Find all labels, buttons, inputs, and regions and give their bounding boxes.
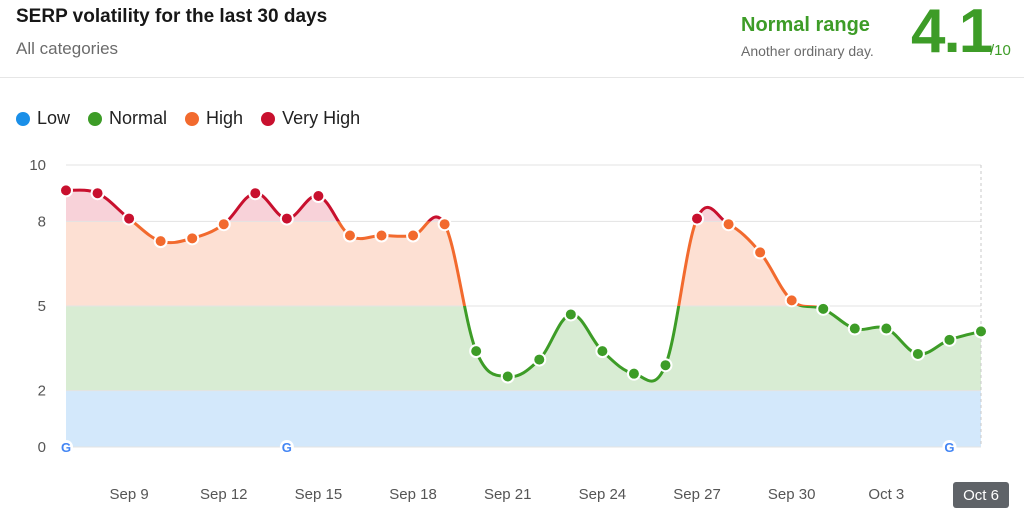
- data-point: [279, 211, 294, 226]
- data-point: [374, 228, 389, 243]
- y-tick-label: 0: [38, 439, 46, 456]
- x-tick-label: Oct 6: [963, 487, 999, 504]
- x-tick-label: Sep 27: [673, 486, 721, 503]
- legend-item-very-high[interactable]: Very High: [261, 108, 360, 129]
- data-point: [342, 228, 357, 243]
- legend-dot: [16, 111, 30, 126]
- legend-label: High: [206, 108, 244, 128]
- legend-label: Very High: [282, 108, 361, 128]
- legend-dot: [185, 111, 200, 126]
- data-point: [690, 211, 705, 226]
- chart-legend: Low Normal High Very High: [16, 108, 360, 129]
- data-point: [153, 234, 168, 249]
- data-point: [406, 228, 421, 243]
- volatility-chart: 0 2 5 8 10 G G G Sep 9 Sep 12 Sep 15 Sep 18 Sep 21 Se…: [29, 157, 1009, 508]
- google-update-icon: G: [942, 440, 957, 455]
- category-subtitle[interactable]: All categories: [16, 39, 119, 58]
- range-label: Normal range: [741, 14, 870, 36]
- google-update-icon: G: [59, 440, 73, 455]
- chart-header: SERP volatility for the last 30 days All…: [0, 0, 1024, 78]
- y-tick-label: 5: [38, 298, 46, 315]
- data-point: [942, 332, 957, 347]
- data-point: [879, 321, 894, 336]
- x-tick-label: Sep 12: [200, 486, 248, 503]
- legend-item-high[interactable]: High: [185, 108, 243, 129]
- legend-item-normal[interactable]: Normal: [88, 108, 167, 129]
- x-tick-label: Sep 18: [389, 486, 437, 503]
- data-point: [311, 189, 326, 204]
- x-tick-label: Sep 24: [579, 486, 627, 503]
- x-tick-label: Sep 30: [768, 486, 816, 503]
- legend-label: Low: [37, 108, 71, 128]
- y-tick-label: 10: [29, 157, 46, 174]
- data-point: [816, 301, 831, 316]
- y-tick-label: 8: [38, 213, 46, 230]
- x-tick-label: Sep 9: [110, 486, 149, 503]
- data-point: [626, 366, 641, 381]
- legend-label: Normal: [109, 108, 168, 128]
- data-point: [910, 346, 925, 361]
- x-tick-label: Sep 21: [484, 486, 532, 503]
- band-fill-low: [66, 390, 981, 447]
- legend-dot: [88, 111, 103, 126]
- data-point: [59, 183, 73, 198]
- x-tick-label: Oct 3: [868, 486, 904, 503]
- x-tick-label: Sep 15: [295, 486, 343, 503]
- data-point: [974, 324, 988, 339]
- y-tick-label: 2: [38, 383, 46, 400]
- svg-text:G: G: [944, 440, 954, 455]
- band-fill-normal: [66, 306, 981, 391]
- google-update-icon: G: [279, 440, 294, 455]
- data-point: [469, 344, 484, 359]
- data-point: [500, 369, 515, 384]
- svg-text:G: G: [282, 440, 292, 455]
- data-point: [532, 352, 547, 367]
- legend-item-low[interactable]: Low: [16, 108, 70, 129]
- data-point: [248, 186, 263, 201]
- data-point: [753, 245, 768, 260]
- data-point: [721, 217, 736, 232]
- data-point: [563, 307, 578, 322]
- svg-text:G: G: [61, 440, 71, 455]
- data-point: [122, 211, 137, 226]
- data-point: [595, 344, 610, 359]
- x-tick-highlight: [953, 482, 1009, 508]
- volatility-score: 4.1: [911, 0, 993, 66]
- data-point: [90, 186, 105, 201]
- data-point: [784, 293, 799, 308]
- legend-dot: [261, 111, 276, 126]
- data-point: [185, 231, 200, 246]
- data-point: [847, 321, 862, 336]
- range-description: Another ordinary day.: [741, 43, 874, 59]
- data-point: [437, 217, 452, 232]
- score-denominator: /10: [990, 42, 1011, 59]
- data-point: [658, 358, 673, 373]
- chart-title: SERP volatility for the last 30 days: [16, 6, 328, 27]
- data-point: [216, 217, 231, 232]
- band-fill-very-high: [66, 190, 981, 222]
